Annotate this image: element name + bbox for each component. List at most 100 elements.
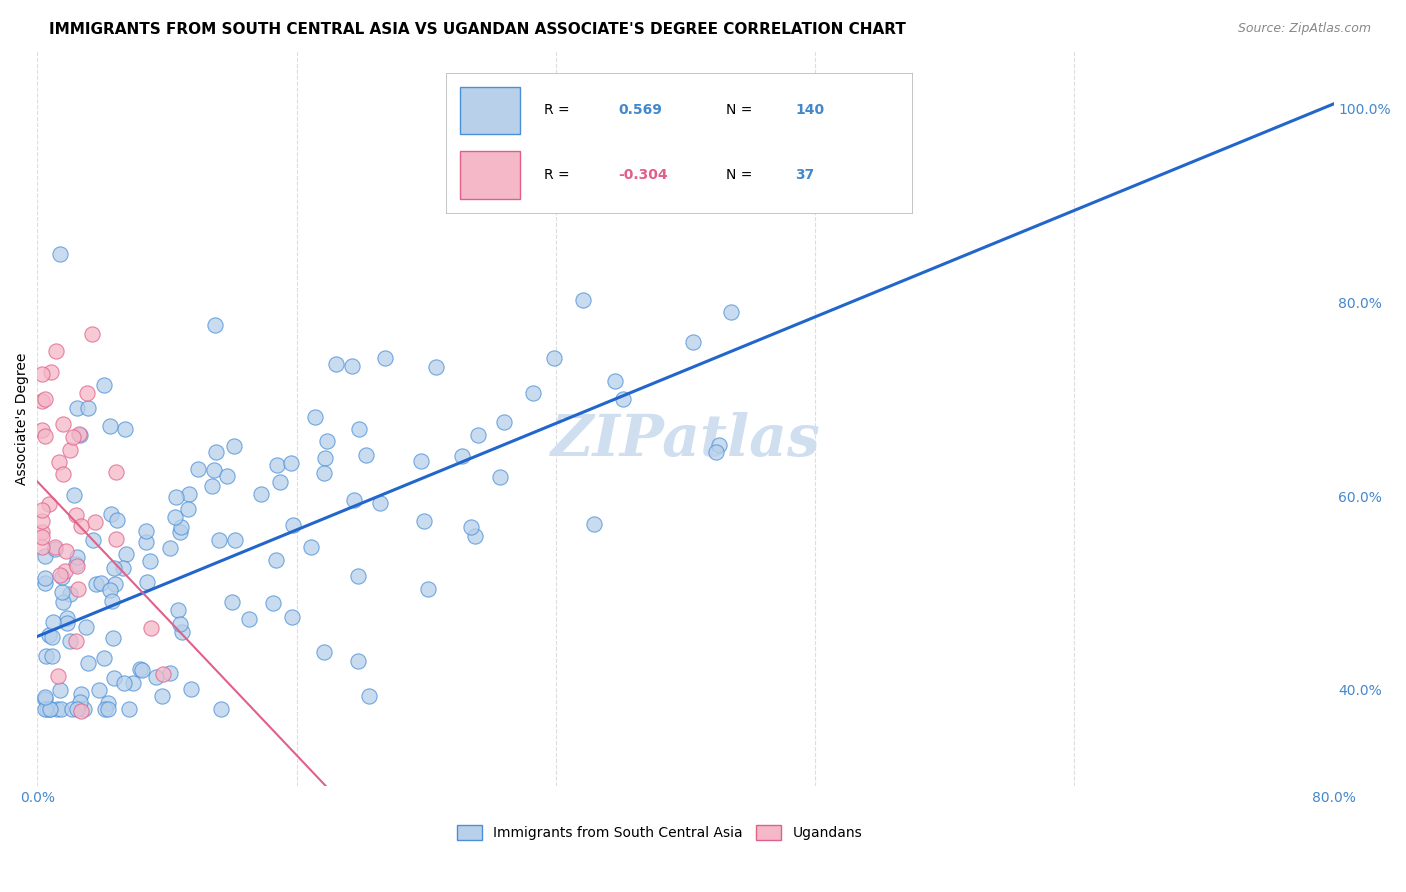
Point [69, 428, 91, 442]
Point [170, 624, 193, 639]
Point [165, 490, 187, 504]
Point [55, 544, 77, 558]
Point [177, 501, 200, 516]
Point [35, 702, 58, 716]
Point [314, 450, 336, 465]
Point [269, 475, 291, 490]
Point [31, 514, 53, 528]
Point [65, 508, 87, 522]
Point [59, 587, 82, 601]
Point [460, 520, 482, 534]
Point [122, 676, 145, 690]
Point [87, 683, 110, 698]
Point [62, 429, 84, 443]
Point [204, 318, 226, 332]
Point [31, 530, 53, 544]
Point [342, 359, 364, 374]
Point [31, 367, 53, 381]
Point [204, 463, 226, 477]
Point [250, 487, 273, 501]
Point [104, 576, 127, 591]
Point [522, 385, 544, 400]
Point [56, 615, 79, 630]
Point [266, 458, 288, 473]
Point [69, 695, 91, 709]
Point [52, 467, 75, 481]
Point [66, 702, 89, 716]
Point [76, 401, 98, 416]
Point [280, 610, 302, 624]
Point [44, 542, 66, 557]
Y-axis label: Associate's Degree: Associate's Degree [15, 352, 30, 484]
Point [217, 468, 239, 483]
Point [69, 688, 91, 702]
Point [66, 559, 89, 574]
Point [179, 487, 201, 501]
Point [84, 577, 107, 591]
Point [82, 533, 104, 547]
Point [75, 620, 97, 634]
Point [67, 582, 90, 597]
Point [46, 702, 69, 716]
Point [343, 493, 366, 508]
Point [370, 496, 392, 510]
Point [100, 594, 122, 608]
Point [114, 422, 136, 436]
Point [346, 568, 368, 582]
Text: ZIPatlas: ZIPatlas [551, 412, 820, 469]
Point [707, 437, 730, 451]
Point [80, 327, 103, 342]
Point [374, 351, 396, 365]
Point [706, 444, 728, 458]
Point [34, 429, 56, 443]
Text: IMMIGRANTS FROM SOUTH CENTRAL ASIA VS UGANDAN ASSOCIATE'S DEGREE CORRELATION CHA: IMMIGRANTS FROM SOUTH CENTRAL ASIA VS UG… [49, 22, 905, 37]
Point [682, 334, 704, 349]
Point [39, 702, 62, 716]
Point [49, 683, 72, 698]
Point [136, 574, 159, 589]
Point [222, 439, 245, 453]
Point [62, 488, 84, 502]
Point [34, 702, 56, 716]
Point [112, 561, 135, 575]
Point [135, 524, 157, 538]
Point [31, 503, 53, 517]
Point [145, 670, 167, 684]
Point [51, 584, 73, 599]
Point [97, 696, 120, 710]
Point [169, 524, 191, 539]
Point [131, 663, 153, 677]
Point [83, 515, 105, 529]
Point [425, 360, 447, 375]
Point [571, 293, 593, 308]
Point [34, 549, 56, 564]
Point [221, 595, 243, 609]
Point [170, 520, 193, 534]
Point [35, 649, 58, 664]
Point [66, 549, 89, 564]
Point [31, 540, 53, 554]
Point [100, 507, 122, 521]
Point [51, 702, 73, 716]
Point [65, 557, 87, 571]
Point [489, 469, 512, 483]
Point [347, 422, 370, 436]
Point [41, 648, 63, 663]
Point [209, 702, 232, 716]
Point [42, 615, 65, 629]
Point [41, 630, 63, 644]
Point [224, 533, 246, 548]
Point [129, 662, 152, 676]
Point [492, 415, 515, 429]
Point [467, 427, 489, 442]
Point [34, 392, 56, 406]
Point [112, 676, 135, 690]
Point [49, 567, 72, 582]
Point [450, 450, 472, 464]
Point [70, 704, 93, 718]
Point [159, 541, 181, 556]
Point [103, 560, 125, 574]
Point [103, 631, 125, 645]
Point [413, 514, 436, 528]
Point [38, 628, 60, 642]
